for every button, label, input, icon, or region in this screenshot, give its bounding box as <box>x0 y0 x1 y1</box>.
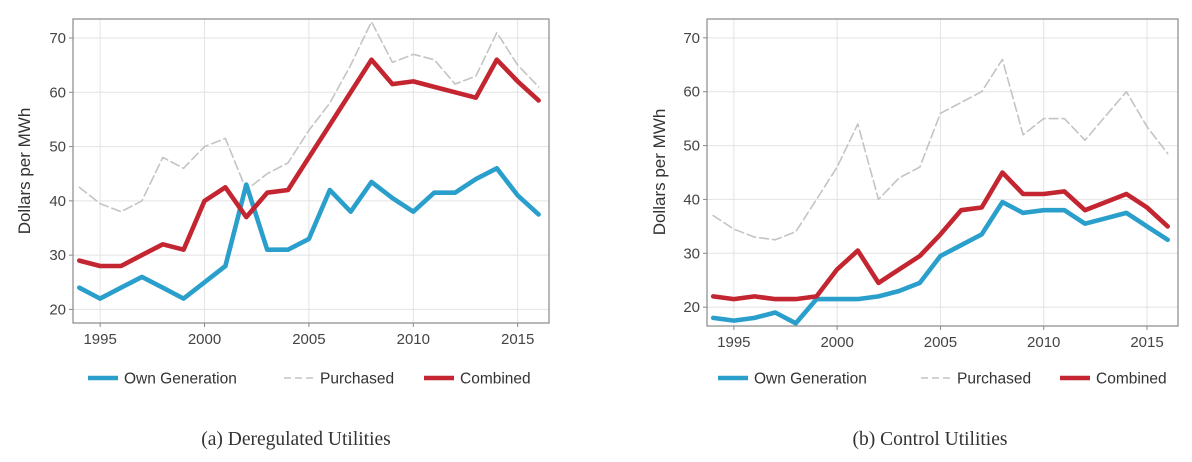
y-tick-label: 70 <box>49 30 66 47</box>
x-tick-label: 2010 <box>397 331 430 348</box>
series-line-combined <box>77 57 541 269</box>
x-tick-label: 2015 <box>1130 334 1163 351</box>
series-line-own-generation <box>710 199 1170 326</box>
series-line-combined <box>710 170 1170 302</box>
y-tick-label: 50 <box>683 138 700 155</box>
y-tick-label: 60 <box>683 84 700 101</box>
legend-label: Own Generation <box>124 371 237 388</box>
y-tick-label: 40 <box>49 193 66 210</box>
plot-area <box>73 19 549 323</box>
panel-caption: (b) Control Utilities <box>853 429 1008 450</box>
plot-frame <box>72 18 550 324</box>
x-tick-label: 2000 <box>188 331 221 348</box>
x-tick-label: 1995 <box>717 334 750 351</box>
y-tick-label: 30 <box>683 245 700 262</box>
y-tick-label: 20 <box>49 301 66 318</box>
plot-frame <box>706 18 1179 327</box>
legend-label: Combined <box>1096 371 1167 388</box>
plot-area <box>707 19 1178 326</box>
y-tick-label: 60 <box>49 84 66 101</box>
y-axis-label: Dollars per MWh <box>650 109 669 236</box>
x-tick-label: 2015 <box>501 331 534 348</box>
legend-label: Own Generation <box>754 371 867 388</box>
y-tick-label: 70 <box>683 30 700 47</box>
legend: Own Generation Purchased Combined <box>88 371 531 388</box>
series-line-purchased <box>712 58 1169 241</box>
y-tick-label: 30 <box>49 247 66 264</box>
panel-caption: (a) Deregulated Utilities <box>201 429 391 450</box>
y-tick-label: 20 <box>683 299 700 316</box>
legend-label: Purchased <box>957 371 1031 388</box>
series-line-own-generation <box>77 166 541 301</box>
y-axis-label: Dollars per MWh <box>15 108 34 235</box>
legend: Own Generation Purchased Combined <box>718 371 1167 388</box>
y-tick-label: 50 <box>49 139 66 156</box>
x-tick-label: 1995 <box>83 331 116 348</box>
x-tick-label: 2005 <box>292 331 325 348</box>
chart-panel-control: 1995 2000 2005 2010 2015 20 30 40 50 60 70 Dollars … <box>650 18 1179 450</box>
series-line-purchased <box>78 20 540 213</box>
x-tick-label: 2000 <box>820 334 853 351</box>
chart-panel-deregulated: 1995 2000 2005 2010 2015 20 30 40 50 60 70 Dollars … <box>15 18 550 450</box>
legend-label: Combined <box>460 371 531 388</box>
legend-label: Purchased <box>320 371 394 388</box>
x-tick-label: 2010 <box>1027 334 1060 351</box>
y-tick-label: 40 <box>683 191 700 208</box>
x-tick-label: 2005 <box>924 334 957 351</box>
